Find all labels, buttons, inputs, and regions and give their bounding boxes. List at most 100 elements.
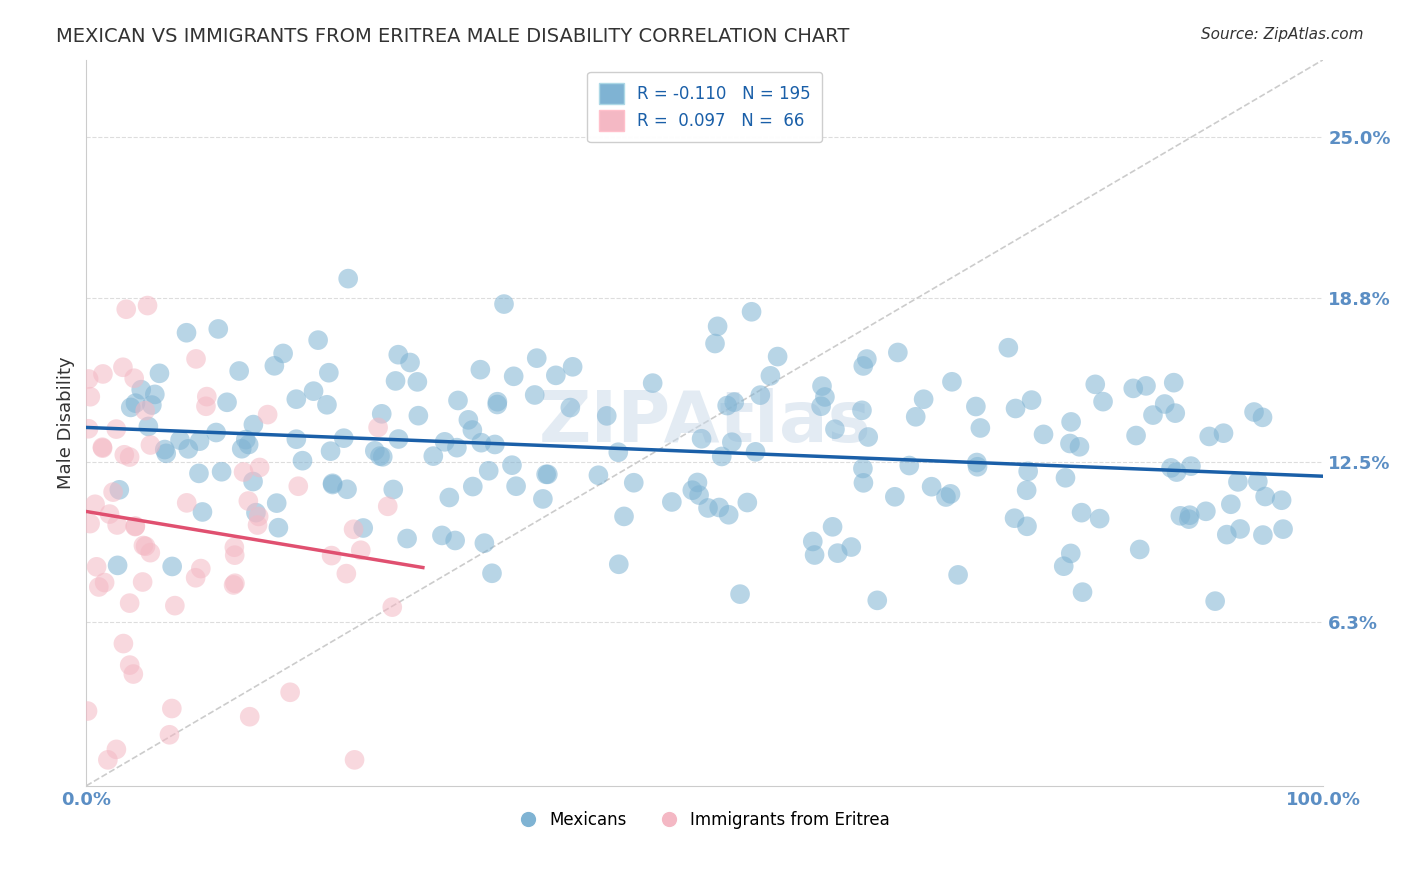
Point (623, 475, 645, 490)
Point (245, 506, 267, 520)
Point (382, 483, 405, 497)
Point (287, 479, 309, 493)
Point (108, 483, 131, 497)
Point (766, 350, 789, 364)
Point (723, 395, 745, 409)
Point (710, 450, 733, 464)
Point (1164, 406, 1187, 420)
Point (607, 558, 630, 572)
Point (737, 495, 759, 509)
Point (486, 394, 509, 409)
Point (176, 496, 198, 510)
Point (79, 390, 101, 404)
Point (472, 536, 495, 550)
Point (177, 442, 200, 456)
Point (1226, 475, 1249, 489)
Point (858, 430, 880, 444)
Point (333, 431, 356, 445)
Point (1059, 436, 1081, 450)
Point (105, 742, 128, 756)
Point (1247, 475, 1270, 489)
Point (1084, 377, 1107, 392)
Point (709, 500, 731, 515)
Point (827, 546, 849, 560)
Point (322, 476, 344, 491)
Point (271, 346, 294, 360)
Point (501, 458, 523, 473)
Point (139, 546, 162, 560)
Point (84, 497, 107, 511)
Point (1125, 428, 1147, 442)
Point (160, 559, 183, 574)
Point (115, 302, 138, 317)
Point (811, 379, 834, 393)
Point (531, 491, 554, 506)
Point (481, 566, 503, 581)
Point (1251, 410, 1274, 425)
Legend: Mexicans, Immigrants from Eritrea: Mexicans, Immigrants from Eritrea (513, 805, 897, 836)
Point (1032, 427, 1054, 442)
Point (122, 667, 145, 681)
Point (706, 319, 728, 334)
Point (1004, 511, 1026, 525)
Point (1054, 471, 1077, 485)
Point (120, 401, 142, 415)
Point (190, 561, 212, 575)
Point (486, 397, 509, 411)
Point (1060, 546, 1083, 560)
Point (238, 494, 260, 508)
Point (291, 453, 314, 467)
Point (124, 519, 146, 533)
Point (741, 305, 763, 319)
Point (1243, 405, 1265, 419)
Point (969, 421, 991, 435)
Point (285, 392, 308, 406)
Point (461, 423, 484, 437)
Point (1122, 381, 1144, 395)
Point (77, 372, 100, 386)
Point (396, 532, 419, 546)
Point (661, 495, 683, 509)
Point (1004, 401, 1026, 416)
Point (307, 333, 329, 347)
Point (387, 432, 409, 446)
Point (87, 580, 110, 594)
Point (97, 753, 120, 767)
Point (505, 479, 527, 493)
Point (1015, 483, 1038, 498)
Point (228, 364, 250, 378)
Point (1070, 506, 1092, 520)
Point (91, 440, 114, 454)
Point (946, 567, 969, 582)
Point (534, 467, 557, 482)
Point (814, 390, 837, 404)
Point (118, 596, 141, 610)
Point (641, 376, 664, 391)
Point (141, 398, 163, 412)
Point (249, 460, 271, 475)
Point (1163, 376, 1185, 390)
Point (1212, 426, 1234, 441)
Point (856, 352, 879, 367)
Point (118, 450, 141, 464)
Point (965, 400, 987, 414)
Point (1271, 493, 1294, 508)
Point (1195, 504, 1218, 518)
Point (224, 576, 246, 591)
Point (439, 491, 461, 505)
Point (139, 438, 162, 452)
Point (118, 658, 141, 673)
Point (387, 348, 409, 362)
Point (824, 422, 846, 436)
Point (447, 393, 470, 408)
Point (242, 417, 264, 432)
Point (155, 446, 177, 460)
Point (801, 534, 824, 549)
Point (433, 434, 456, 449)
Point (1015, 519, 1038, 533)
Point (1135, 379, 1157, 393)
Point (1178, 508, 1201, 523)
Point (184, 351, 207, 366)
Point (430, 528, 453, 542)
Point (101, 485, 124, 500)
